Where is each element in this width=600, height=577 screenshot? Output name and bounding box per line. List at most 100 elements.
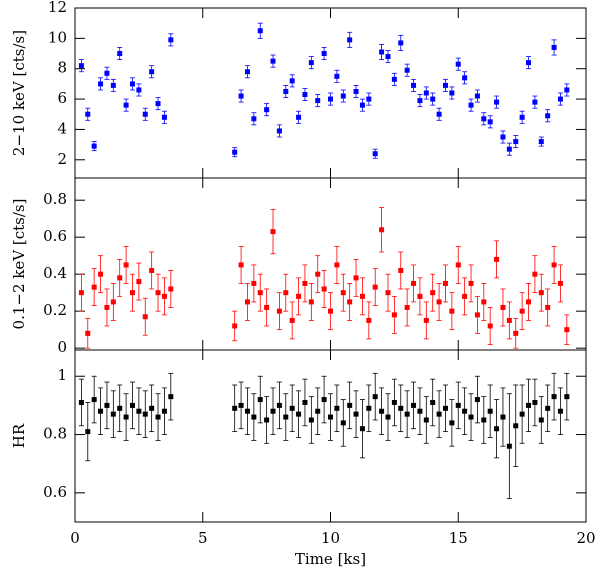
point [347,299,353,305]
point [155,101,161,107]
point [526,402,532,408]
point [257,397,263,403]
point [353,275,359,281]
point [91,143,97,149]
point [334,73,340,79]
point [264,107,270,113]
point [276,128,282,134]
point [270,58,276,64]
x-tick-label: 5 [198,529,208,547]
point [257,290,263,296]
point [423,90,429,96]
point [340,420,346,426]
point [302,280,308,286]
point [104,304,110,310]
y-tick-label: 2 [57,150,67,168]
point [494,99,500,105]
point [136,87,142,93]
point [238,93,244,99]
y-tick-label: 6 [57,89,67,107]
point [232,149,238,155]
point [161,293,167,299]
point [481,116,487,122]
point [404,304,410,310]
point [315,271,321,277]
point [110,411,116,417]
point [334,262,340,268]
point [494,426,500,432]
point [385,290,391,296]
x-tick-label: 0 [70,529,80,547]
point [538,290,544,296]
point [526,60,532,66]
point [328,308,333,314]
point [296,293,302,299]
point [296,411,302,417]
point [232,405,238,411]
point [283,88,289,94]
point [110,299,116,305]
x-tick-label: 15 [449,529,468,547]
point [442,405,448,411]
point [449,308,455,314]
point [264,304,270,310]
point [104,402,110,408]
point [462,408,468,414]
point [423,317,429,323]
point [545,113,551,119]
y-tick-label: 0.2 [43,301,67,319]
point [283,290,289,296]
point [423,417,429,423]
point [244,299,250,305]
point [513,423,519,429]
point [98,81,104,87]
point [500,304,506,310]
point [538,139,544,145]
point [545,304,551,310]
y-tick-label: 0.8 [43,190,67,208]
point [564,394,570,400]
point [155,414,161,420]
point [366,405,372,411]
point [506,443,512,449]
point [276,308,282,314]
point [385,54,391,60]
point [328,414,333,420]
point [455,262,461,268]
point [551,262,557,268]
point [308,60,314,66]
point [481,299,487,305]
point [391,399,397,405]
point [238,402,244,408]
point [359,426,365,432]
point [532,271,538,277]
point [270,408,276,414]
y-tick-label: 1 [57,366,67,384]
point [551,394,557,400]
point [430,96,436,102]
y-tick-label: 0.4 [43,264,67,282]
point [532,399,538,405]
point [98,271,104,277]
y-axis-label: HR [10,423,28,448]
point [532,99,538,105]
point [487,323,493,329]
point [347,37,353,43]
point [474,312,480,318]
point [78,290,84,296]
point [161,114,167,120]
point [506,317,512,323]
point [519,411,525,417]
point [379,408,385,414]
y-tick-label: 12 [48,0,67,16]
point [462,75,468,81]
point [353,411,359,417]
point [142,411,148,417]
point [442,280,448,286]
point [78,63,84,69]
point [379,227,385,233]
x-axis-label: Time [ks] [295,550,366,568]
y-axis-label: 2−10 keV [cts/s] [10,30,28,156]
y-tick-label: 0 [57,338,67,356]
